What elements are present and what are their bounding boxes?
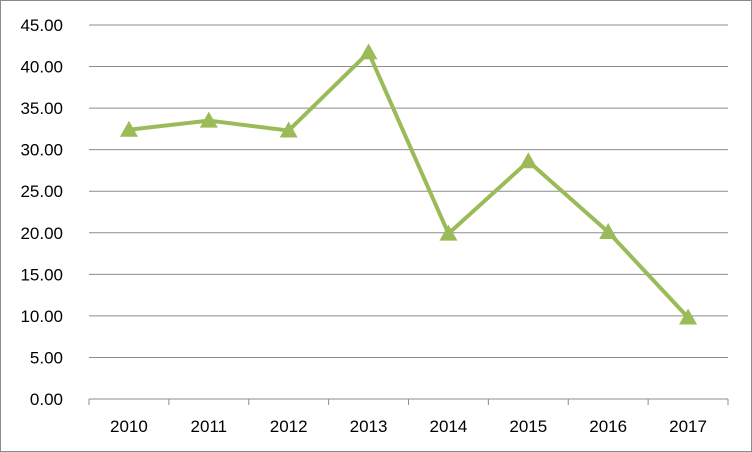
data-point-marker (599, 222, 618, 239)
data-series (119, 43, 698, 325)
data-point-marker (359, 43, 378, 60)
y-tick-label: 10.00 (20, 307, 63, 326)
data-point-marker (119, 120, 138, 137)
x-tick-label: 2010 (110, 417, 148, 436)
y-tick-label: 15.00 (20, 265, 63, 284)
y-tick-label: 0.00 (30, 390, 63, 409)
y-tick-label: 25.00 (20, 182, 63, 201)
y-tick-label: 45.00 (20, 16, 63, 35)
data-point-marker (279, 121, 298, 138)
axes (88, 398, 729, 405)
series-line (126, 50, 691, 320)
data-point-marker (519, 152, 538, 169)
x-tick-label: 2017 (669, 417, 707, 436)
x-tick-label: 2016 (589, 417, 627, 436)
x-tick-label: 2013 (350, 417, 388, 436)
data-point-marker (679, 308, 698, 325)
x-tick-labels: 2010 2011 2012 2013 2014 2015 2016 2017 (110, 417, 707, 436)
y-tick-label: 30.00 (20, 141, 63, 160)
y-tick-label: 20.00 (20, 224, 63, 243)
y-tick-label: 5.00 (30, 348, 63, 367)
x-tick-label: 2014 (430, 417, 468, 436)
y-tick-label: 35.00 (20, 99, 63, 118)
x-tick-label: 2015 (509, 417, 547, 436)
x-tick-label: 2012 (270, 417, 308, 436)
data-point-marker (199, 111, 218, 128)
y-tick-labels: 0.00 5.00 10.00 15.00 20.00 25.00 30.00 35.00 40… (20, 16, 63, 409)
gridlines (89, 24, 728, 358)
y-tick-label: 40.00 (20, 58, 63, 77)
data-point-marker (439, 224, 458, 241)
x-tick-label: 2011 (191, 417, 228, 436)
